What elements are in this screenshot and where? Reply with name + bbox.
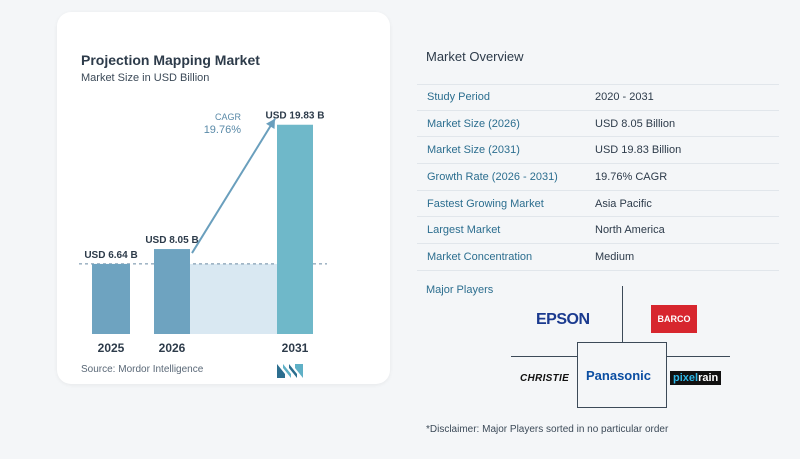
row-label: Market Size (2026): [427, 117, 520, 130]
pixelrain-logo-rain: rain: [698, 372, 719, 384]
table-row: Market Size (2031) USD 19.83 Billion: [417, 137, 779, 165]
row-value: Asia Pacific: [595, 197, 652, 210]
row-value: USD 19.83 Billion: [595, 144, 682, 157]
cagr-label: CAGR: [215, 112, 242, 122]
reference-band: [190, 263, 277, 334]
row-value: 19.76% CAGR: [595, 170, 668, 183]
divider: [577, 407, 667, 408]
row-value: Medium: [595, 250, 635, 263]
epson-logo: EPSON: [536, 311, 590, 328]
tick-label-2026: 2026: [159, 341, 186, 355]
divider: [577, 342, 667, 343]
divider: [666, 342, 667, 408]
row-label: Largest Market: [427, 224, 501, 237]
mordor-logo-icon: [277, 364, 303, 378]
row-value: USD 8.05 Billion: [595, 117, 676, 130]
cagr-arrow: [191, 118, 276, 254]
row-label: Fastest Growing Market: [427, 197, 544, 210]
bar-2025: [92, 263, 130, 334]
divider: [622, 286, 623, 342]
source-text: Source: Mordor Intelligence: [81, 364, 204, 375]
bar-2026: [154, 249, 190, 334]
row-value: North America: [595, 224, 665, 237]
row-label: Market Size (2031): [427, 144, 520, 157]
table-row: Market Concentration Medium: [417, 244, 779, 271]
row-label: Market Concentration: [427, 250, 533, 263]
divider: [511, 356, 577, 357]
chart-subtitle: Market Size in USD Billion: [81, 72, 210, 84]
pixelrain-logo-pixel: pixel: [673, 372, 699, 384]
table-row: Market Size (2026) USD 8.05 Billion: [417, 111, 779, 138]
cagr-arrowhead: [266, 118, 275, 130]
table-row: Largest Market North America: [417, 217, 779, 245]
tick-label-2025: 2025: [98, 341, 125, 355]
table-row: Study Period 2020 - 2031: [417, 84, 779, 111]
barco-logo: BARCO: [651, 305, 697, 333]
chart-title: Projection Mapping Market: [81, 52, 260, 68]
row-label: Growth Rate (2026 - 2031): [427, 170, 558, 183]
data-label-2025: USD 6.64 B: [84, 250, 137, 261]
divider: [577, 342, 578, 408]
cagr-value: 19.76%: [204, 124, 242, 136]
panasonic-logo: Panasonic: [586, 368, 652, 383]
overview-title: Market Overview: [426, 49, 524, 64]
christie-logo: CHRISTIE: [520, 373, 570, 384]
table-row: Growth Rate (2026 - 2031) 19.76% CAGR: [417, 164, 779, 191]
row-label: Study Period: [427, 91, 490, 104]
data-label-2026: USD 8.05 B: [145, 235, 198, 246]
table-row: Fastest Growing Market Asia Pacific: [417, 191, 779, 218]
data-label-2031: USD 19.83 B: [266, 111, 325, 122]
tick-label-2031: 2031: [282, 341, 309, 355]
players-title: Major Players: [426, 284, 494, 296]
overview-table: Study Period 2020 - 2031 Market Size (202…: [417, 84, 779, 271]
divider: [666, 356, 730, 357]
bar-2031: [277, 124, 313, 334]
bar-chart: USD 6.64 B 2025 USD 8.05 B 2026 USD 19.83 B 2…: [79, 111, 327, 355]
disclaimer: *Disclaimer: Major Players sorted in no …: [426, 424, 669, 435]
chart-card: Projection Mapping Market Market Size in…: [57, 12, 390, 384]
row-value: 2020 - 2031: [595, 91, 654, 104]
pixelrain-logo: pixelrain: [670, 371, 722, 385]
